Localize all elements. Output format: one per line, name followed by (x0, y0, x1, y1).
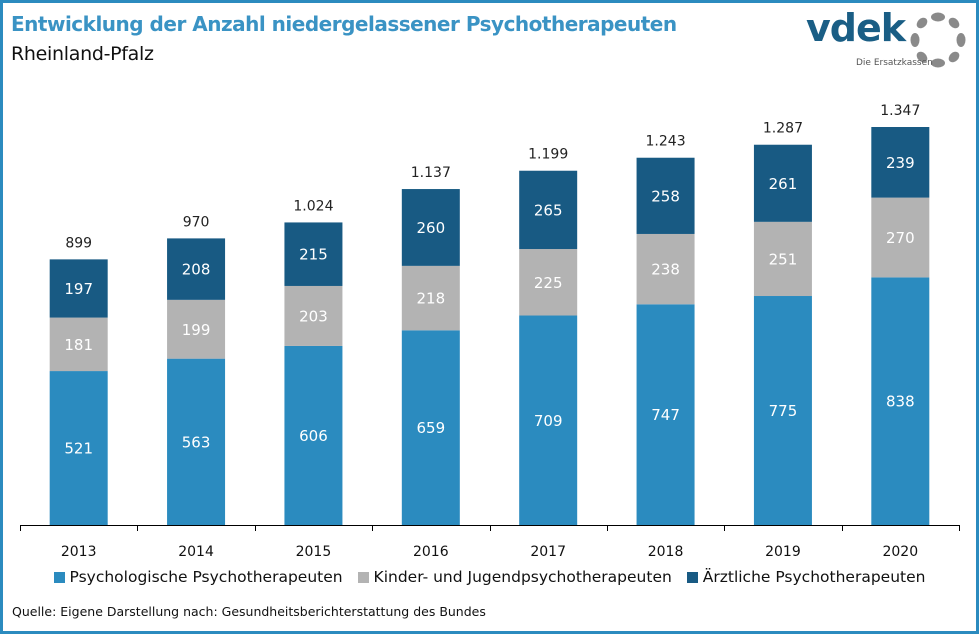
bar-segment (636, 157, 695, 234)
bar-segment (284, 222, 343, 286)
bar-segment (871, 197, 930, 278)
bar-total-label: 1.347 (880, 103, 920, 119)
bar-value-label: 203 (299, 307, 328, 325)
legend-label: Kinder- und Jugendpsychotherapeuten (373, 568, 672, 586)
logo-wordmark: vdek (806, 6, 906, 50)
x-tick-label: 2019 (765, 544, 801, 560)
bar-segment (49, 317, 108, 372)
x-tick-label: 2015 (296, 544, 332, 560)
bar-value-label: 208 (182, 261, 211, 279)
bar-segment (519, 315, 578, 525)
bar-segment (49, 371, 108, 525)
bar-total-label: 1.243 (646, 134, 686, 150)
bar-value-label: 218 (416, 290, 445, 308)
bar-value-label: 270 (886, 229, 915, 247)
x-tick-label: 2013 (61, 544, 97, 560)
bar-segment (871, 127, 930, 198)
bar-total-label: 1.287 (763, 121, 803, 137)
bar-value-label: 521 (64, 440, 93, 458)
bar-value-label: 709 (534, 412, 563, 430)
bar-segment (284, 345, 343, 525)
x-tick-label: 2018 (648, 544, 684, 560)
bar-segment (284, 285, 343, 346)
bar-segment (401, 330, 460, 525)
bar-value-label: 239 (886, 154, 915, 172)
bar-value-label: 197 (64, 280, 93, 298)
bar-segment (401, 265, 460, 331)
bar-segment (401, 189, 460, 266)
legend-item-psychologische: Psychologische Psychotherapeuten (53, 568, 343, 586)
legend-swatch (357, 571, 369, 583)
bar-total-label: 970 (183, 214, 210, 230)
chart-subtitle: Rheinland-Pfalz (11, 43, 154, 65)
legend-item-aerztliche: Ärztliche Psychotherapeuten (686, 568, 926, 586)
legend-label: Psychologische Psychotherapeuten (69, 568, 343, 586)
legend-item-kinder-jugend: Kinder- und Jugendpsychotherapeuten (357, 568, 672, 586)
bar-value-label: 258 (651, 187, 680, 205)
x-tick-label: 2017 (530, 544, 566, 560)
vdek-logo: vdek Die Ersatzkassen (800, 6, 970, 72)
legend-swatch (53, 571, 65, 583)
bar-segment (167, 299, 226, 359)
bar-value-label: 238 (651, 261, 680, 279)
legend-swatch (686, 571, 698, 583)
bar-segment (753, 221, 812, 297)
chart-title: Entwicklung der Anzahl niedergelassener … (11, 12, 677, 36)
bar-total-label: 1.199 (528, 147, 568, 163)
bar-value-label: 261 (769, 175, 798, 193)
bar-value-label: 838 (886, 393, 915, 411)
bar-segment (519, 249, 578, 316)
bar-value-label: 747 (651, 406, 680, 424)
bar-value-label: 775 (769, 402, 798, 420)
bar-value-label: 251 (769, 250, 798, 268)
bar-value-label: 225 (534, 274, 563, 292)
bar-segment (519, 170, 578, 250)
bar-value-label: 606 (299, 427, 328, 445)
bar-segment (871, 277, 930, 525)
bar-total-label: 899 (65, 235, 92, 251)
bar-value-label: 265 (534, 201, 563, 219)
bar-segment (636, 304, 695, 525)
logo-tagline: Die Ersatzkassen (856, 58, 933, 68)
bar-value-label: 199 (182, 321, 211, 339)
bar-value-label: 260 (416, 219, 445, 237)
bar-total-label: 1.024 (293, 198, 333, 214)
bar-segment (167, 358, 226, 525)
bar-total-label: 1.137 (411, 165, 451, 181)
chart-legend: Psychologische Psychotherapeuten Kinder-… (0, 568, 979, 587)
ring-of-dots-icon (910, 12, 966, 68)
bar-segment (753, 144, 812, 222)
bar-segment (49, 259, 108, 318)
x-tick-label: 2020 (882, 544, 918, 560)
legend-label: Ärztliche Psychotherapeuten (702, 568, 926, 586)
bar-value-label: 563 (182, 433, 211, 451)
x-tick-label: 2016 (413, 544, 449, 560)
bar-value-label: 215 (299, 246, 328, 264)
source-note: Quelle: Eigene Darstellung nach: Gesundh… (12, 604, 486, 619)
bar-segment (753, 296, 812, 525)
bar-segment (636, 233, 695, 305)
x-tick-label: 2014 (178, 544, 214, 560)
bar-segment (167, 238, 226, 300)
bar-value-label: 659 (416, 419, 445, 437)
bar-value-label: 181 (64, 336, 93, 354)
